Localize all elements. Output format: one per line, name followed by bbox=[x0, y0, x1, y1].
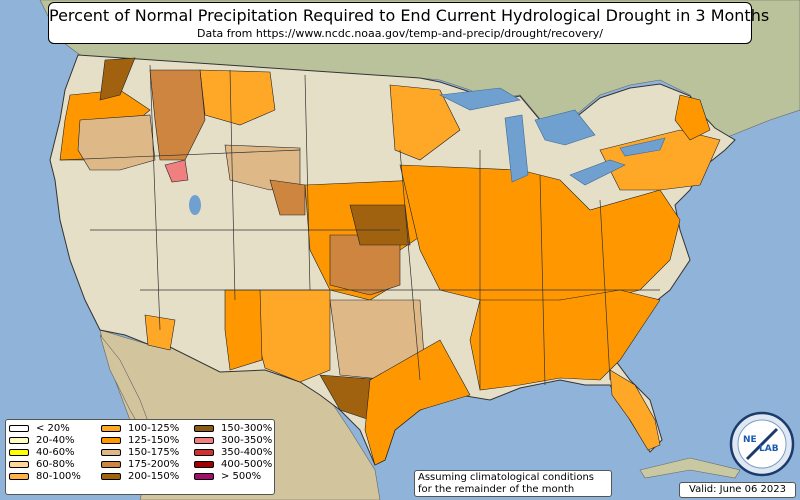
legend-item: 400-500% bbox=[194, 459, 272, 471]
legend-swatch bbox=[9, 424, 29, 432]
legend-label: 60-80% bbox=[36, 459, 75, 471]
logo-text-top: NE bbox=[743, 435, 757, 445]
legend-label: 150-175% bbox=[128, 446, 180, 458]
legend-swatch bbox=[194, 424, 214, 432]
legend-label: 20-40% bbox=[36, 434, 75, 446]
legend-label: 350-400% bbox=[221, 446, 273, 458]
great-lakes bbox=[438, 87, 666, 186]
legend-swatch bbox=[101, 448, 121, 456]
assumption-note-line-1: Assuming climatological conditions bbox=[418, 472, 594, 483]
legend-swatch bbox=[9, 473, 29, 481]
legend-item: 150-175% bbox=[101, 446, 179, 458]
drought-region-new-england bbox=[674, 94, 711, 141]
legend-swatch bbox=[9, 461, 29, 469]
assumption-note-line-2: for the remainder of the month bbox=[418, 484, 575, 495]
legend-item: 350-400% bbox=[194, 446, 272, 458]
legend-label: 80-100% bbox=[36, 471, 81, 483]
drought-region-texas-west bbox=[254, 289, 331, 383]
legend-item: 150-300% bbox=[194, 422, 272, 434]
drought-region-wa-brown bbox=[99, 57, 136, 101]
legend-swatch bbox=[194, 473, 214, 481]
legend-label: > 500% bbox=[221, 471, 262, 483]
drought-region-great-lakes bbox=[389, 84, 461, 161]
legend-swatch bbox=[9, 448, 29, 456]
drought-region-texas-coast bbox=[364, 339, 471, 466]
valid-date: Valid: June 06 2023 bbox=[679, 482, 796, 498]
great-salt-lake bbox=[189, 195, 201, 215]
legend-label: 125-150% bbox=[128, 434, 180, 446]
map-title: Percent of Normal Precipitation Required… bbox=[49, 6, 770, 25]
legend-item: 80-100% bbox=[9, 471, 81, 483]
legend-swatch bbox=[101, 436, 121, 444]
legend: < 20% 20-40% 40-60% 60-80% 80-100% 100-125% 1… bbox=[5, 419, 275, 495]
legend-item: 40-60% bbox=[9, 446, 81, 458]
legend-swatch bbox=[194, 436, 214, 444]
drought-region-oregon bbox=[77, 114, 156, 171]
drought-region-arizona bbox=[144, 314, 176, 351]
drought-region-colorado bbox=[269, 179, 306, 216]
legend-item: 100-125% bbox=[101, 422, 179, 434]
map-subtitle: Data from https://www.ncdc.noaa.gov/temp… bbox=[197, 27, 603, 40]
legend-item: 300-350% bbox=[194, 434, 272, 446]
legend-item: 125-150% bbox=[101, 434, 179, 446]
legend-label: 200-150% bbox=[128, 471, 180, 483]
legend-label: 100-125% bbox=[128, 422, 180, 434]
drought-region-northeast bbox=[599, 129, 721, 191]
legend-item: 20-40% bbox=[9, 434, 81, 446]
drought-region-new-mexico bbox=[224, 289, 263, 371]
legend-label: < 20% bbox=[36, 422, 70, 434]
logo-text-bottom: LAB bbox=[759, 444, 779, 454]
legend-item: 200-150% bbox=[101, 471, 179, 483]
legend-column-2: 100-125% 125-150% 150-175% 175-200% 200-150% bbox=[101, 422, 179, 483]
nexlab-logo: NE LAB bbox=[729, 411, 795, 477]
legend-swatch bbox=[101, 461, 121, 469]
legend-label: 300-350% bbox=[221, 434, 273, 446]
legend-swatch bbox=[9, 436, 29, 444]
drought-region-idaho-pink bbox=[164, 159, 189, 183]
legend-item: > 500% bbox=[194, 471, 272, 483]
legend-swatch bbox=[101, 424, 121, 432]
legend-item: 175-200% bbox=[101, 459, 179, 471]
legend-swatch bbox=[194, 461, 214, 469]
state-boundaries bbox=[59, 64, 660, 390]
legend-column-1: < 20% 20-40% 40-60% 60-80% 80-100% bbox=[9, 422, 81, 483]
assumption-note: Assuming climatological conditions for t… bbox=[414, 470, 612, 497]
drought-region-florida bbox=[609, 369, 661, 451]
legend-swatch bbox=[101, 473, 121, 481]
legend-label: 175-200% bbox=[128, 459, 180, 471]
legend-column-3: 150-300% 300-350% 350-400% 400-500% > 500% bbox=[194, 422, 272, 483]
drought-region-montana bbox=[199, 69, 276, 126]
title-box: Percent of Normal Precipitation Required… bbox=[48, 2, 770, 44]
legend-label: 150-300% bbox=[221, 422, 273, 434]
legend-item: < 20% bbox=[9, 422, 81, 434]
legend-label: 400-500% bbox=[221, 459, 273, 471]
legend-swatch bbox=[194, 448, 214, 456]
legend-item: 60-80% bbox=[9, 459, 81, 471]
drought-region-nebraska bbox=[349, 204, 411, 246]
cuba-land bbox=[639, 457, 741, 479]
legend-label: 40-60% bbox=[36, 446, 75, 458]
